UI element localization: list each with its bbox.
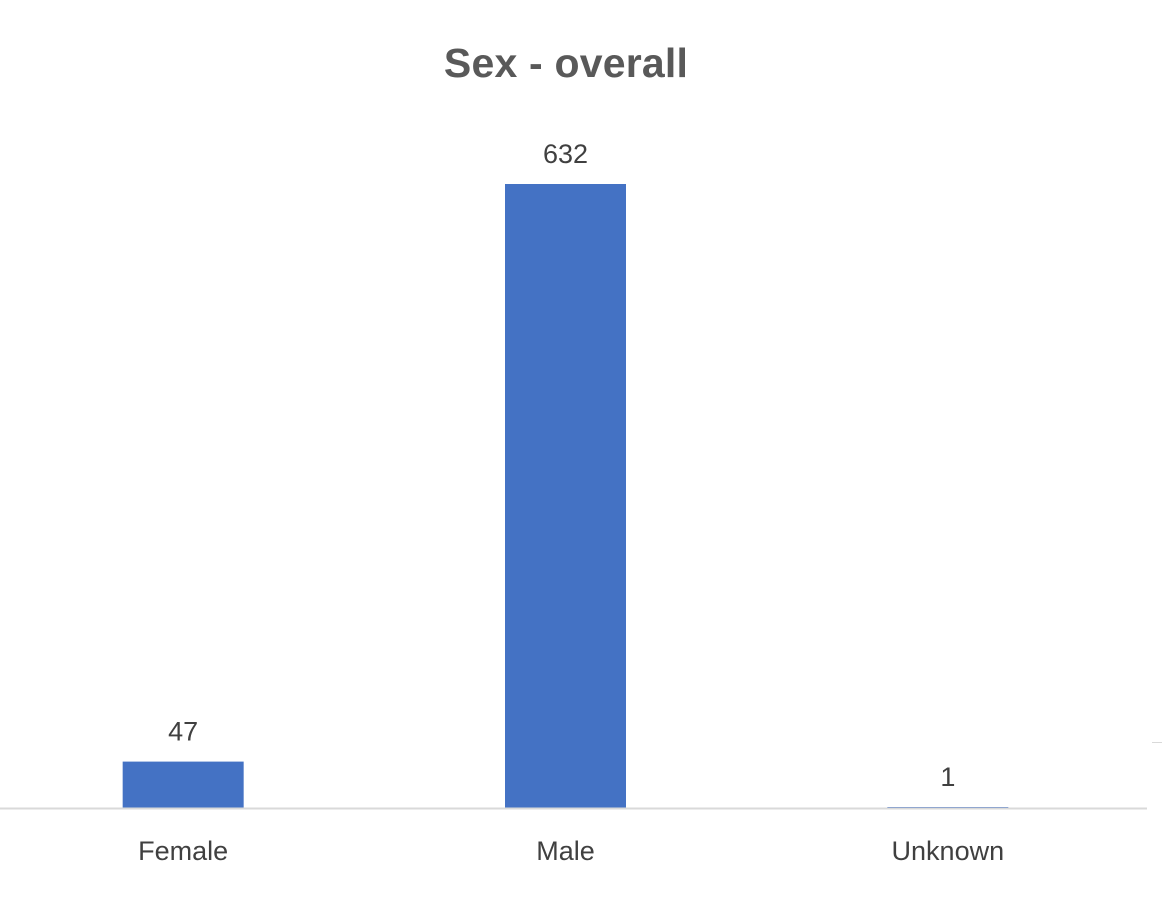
category-label-female: Female [138,836,228,866]
category-label-unknown: Unknown [892,836,1005,866]
chart-title: Sex - overall [443,40,689,86]
data-label-male: 632 [543,139,588,169]
category-label-male: Male [536,836,595,866]
category-labels-layer: Female Male Unknown [138,836,1004,866]
bar-female [122,761,244,808]
bars-layer [122,184,1009,808]
bar-male [505,184,626,808]
data-label-unknown: 1 [940,762,955,792]
data-label-female: 47 [168,717,198,747]
data-labels-layer: 47 632 1 [168,139,955,792]
